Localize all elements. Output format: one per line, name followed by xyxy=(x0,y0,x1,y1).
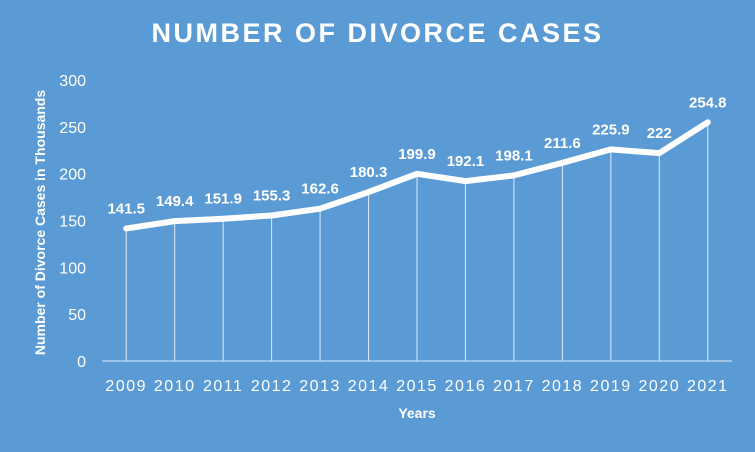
y-tick-label: 250 xyxy=(59,120,86,137)
y-axis-title: Number of Divorce Cases in Thousands xyxy=(32,90,48,355)
x-tick-label: 2010 xyxy=(154,378,196,395)
x-tick-label: 2020 xyxy=(639,378,681,395)
x-tick-label: 2009 xyxy=(105,378,147,395)
series-line xyxy=(123,119,711,232)
x-tick-label: 2013 xyxy=(299,378,341,395)
data-label: 155.3 xyxy=(253,188,291,205)
data-label: 151.9 xyxy=(204,191,242,208)
x-tick-label: 2018 xyxy=(542,378,584,395)
x-tick-label: 2011 xyxy=(203,378,243,395)
y-tick-label: 150 xyxy=(59,214,86,231)
chart-title: NUMBER OF DIVORCE CASES xyxy=(151,18,604,48)
data-labels: 141.5 149.4 151.9 155.3 162.6 180.3 199.9 192.1… xyxy=(107,94,726,217)
x-tick-label: 2021 xyxy=(687,378,729,395)
y-tick-label: 100 xyxy=(59,260,86,277)
x-axis-ticks: 2009 2010 2011 2012 2013 2014 2015 2016 2017 2018… xyxy=(105,378,729,395)
data-label: 222 xyxy=(647,125,672,142)
data-label: 162.6 xyxy=(301,181,339,198)
x-axis-title: Years xyxy=(398,405,436,421)
data-label: 149.4 xyxy=(156,193,194,210)
x-tick-label: 2019 xyxy=(590,378,632,395)
y-tick-label: 50 xyxy=(68,307,86,324)
y-tick-label: 300 xyxy=(59,73,86,90)
data-label: 199.9 xyxy=(398,146,436,163)
y-tick-label: 200 xyxy=(59,167,86,184)
data-label: 225.9 xyxy=(592,121,630,138)
data-label: 198.1 xyxy=(495,147,533,164)
x-tick-label: 2016 xyxy=(445,378,487,395)
x-tick-label: 2014 xyxy=(348,378,390,395)
drop-lines xyxy=(125,122,709,361)
data-label: 254.8 xyxy=(689,94,727,111)
x-tick-label: 2017 xyxy=(493,378,535,395)
x-tick-label: 2012 xyxy=(251,378,293,395)
y-tick-label: 0 xyxy=(77,354,86,371)
x-tick-label: 2015 xyxy=(396,378,438,395)
data-label: 192.1 xyxy=(447,153,485,170)
data-label: 141.5 xyxy=(107,200,145,217)
data-label: 180.3 xyxy=(350,164,388,181)
data-label: 211.6 xyxy=(544,135,581,152)
y-axis-ticks: 0 50 100 150 200 250 300 xyxy=(59,73,86,371)
